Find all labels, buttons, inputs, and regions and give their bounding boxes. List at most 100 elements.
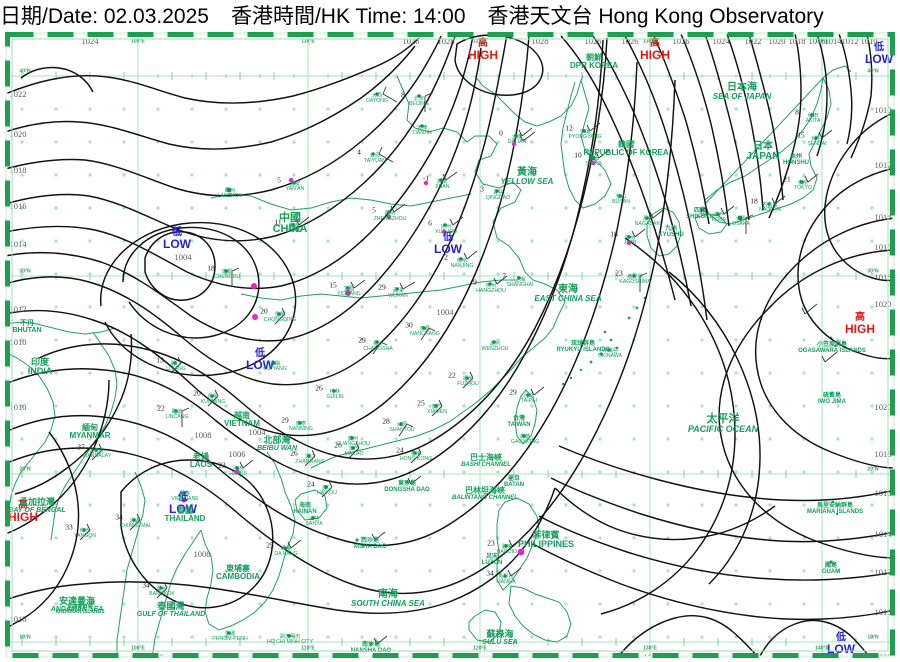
pressure-centre-low: 低 LOW <box>827 632 855 656</box>
pressure-centre-low: 低 LOW <box>169 492 197 516</box>
latitude-label: 30°N <box>19 268 31 275</box>
isobar-label: 1020 <box>874 401 892 412</box>
latitude-label: 10°N <box>867 634 879 641</box>
station-temperature: 10 <box>574 150 582 160</box>
station-temperature: 5 <box>372 205 376 215</box>
island-label: 小笠原群島 OGASAWARA ISLANDS <box>798 342 866 354</box>
city-label: 清邁 CHIANG MAI <box>119 517 151 529</box>
island-label: 東沙島 DONGSHA DAO <box>384 481 430 493</box>
station-temperature: 6 <box>428 218 432 228</box>
latitude-label: 40°N <box>19 68 31 75</box>
country-label: 緬甸 MYANMAR <box>69 423 111 440</box>
city-label: 鄭州 ZHENGZHOU <box>373 210 407 222</box>
city-label: 南寧 NANNING <box>289 420 313 432</box>
isobar-label: 1024 <box>81 35 99 46</box>
isobar-label: 1014 <box>874 211 892 222</box>
country-label: 菲律賓 PHILIPPINES <box>517 530 575 549</box>
city-label: 大連 DALIAN <box>507 133 527 145</box>
station-temperature: 22 <box>157 403 165 413</box>
station-temperature: 20 <box>260 306 268 316</box>
city-label: 臨滄 LINCANG <box>165 408 189 420</box>
station-temperature: 15 <box>797 130 805 140</box>
isobar-label: 1026 <box>402 35 420 46</box>
longitude-label: 120°E <box>473 645 487 652</box>
isobar-label: 1022 <box>9 88 27 99</box>
country-label: 韓國 REPUBLIC OF KOREA <box>583 140 669 157</box>
isobar-label: 1008 <box>193 548 211 559</box>
station-temperature: 23 <box>487 538 495 548</box>
country-label: 東埔寨 CAMBODIA <box>216 564 260 581</box>
latitude-label: 30°N <box>867 268 879 275</box>
station-temperature: 37 <box>77 442 85 452</box>
city-label: 西安 XI'AN <box>287 222 301 234</box>
longitude-label: 110°E <box>301 38 315 45</box>
isobar-label: 1016 <box>9 200 27 211</box>
island-label: 九州 KYUSHU <box>658 226 684 238</box>
country-label: 朝鮮 DPR KOREA <box>569 53 619 70</box>
city-label: 神戶 KOBE <box>711 211 727 223</box>
isobar-label: 1016 <box>874 487 892 498</box>
date-label: 日期/Date: 02.03.2025 <box>0 5 209 28</box>
isobar-label: 1016 <box>808 35 826 46</box>
station-temperature: 29 <box>358 335 366 345</box>
station-temperature: 29 <box>378 282 386 292</box>
city-label: 溫州 WENZHOU <box>481 340 509 352</box>
station-temperature: 3 <box>480 184 484 194</box>
city-label: 萬象 VIENTIANE <box>171 490 199 502</box>
city-label: 釜山 BUSAN <box>612 193 630 205</box>
city-label: 蘭州 LANZHOU <box>217 187 243 199</box>
city-label: 曼德勒 MANDALAY <box>82 447 112 459</box>
surface-pressure-map[interactable]: 高 HIGH 高 HIGH 高 HIGH 高 HIGH 低 LOW 低 LOW 低 LOW 低 LOW 低 LOW… <box>5 32 895 658</box>
isobar-label: 1004 <box>248 426 266 437</box>
station-temperature: -1 <box>422 173 430 183</box>
isobar-label: 1028 <box>437 35 455 46</box>
isobar-label: 1016 <box>874 241 892 252</box>
station-temperature: 26 <box>290 448 298 458</box>
sea-label: 蘇祿海 SULU SEA <box>482 629 518 647</box>
city-label: 金邊 PHNOM-PENH <box>212 630 248 642</box>
station-temperature: 34 <box>115 512 123 522</box>
isobar-label: 1018 <box>788 35 806 46</box>
city-label: 三亞 SANYA <box>305 515 323 527</box>
island-label: 馬里安納群島 MARIANA ISLANDS <box>806 503 864 515</box>
isobar-label: 1014 <box>874 528 892 539</box>
isobar-label: 1008 <box>874 651 892 658</box>
station-temperature: 0 <box>499 128 503 138</box>
city-label: 仰光 YANGON <box>73 527 97 539</box>
city-label: 馬尼拉 MANILA <box>496 573 516 585</box>
isobar-label: 1012 <box>9 303 27 314</box>
station-temperature: 34 <box>142 580 150 590</box>
isobar-label: 1008 <box>643 651 661 658</box>
island-label: 南沙島 NANSHA DAO <box>350 642 392 654</box>
country-label: 日本 JAPAN <box>746 141 780 162</box>
city-label: 首爾 SEOUL <box>585 155 603 167</box>
country-label: 中國 CHINA <box>272 212 308 235</box>
latitude-label: 20°N <box>867 466 879 473</box>
latitude-label: 40°N <box>867 68 879 75</box>
station-temperature: 13 <box>156 355 164 365</box>
sea-label: 日本海 SEA OF JAPAN <box>712 82 772 101</box>
isobar-label: 1014 <box>824 35 842 46</box>
sea-label: 安達曼海 ANDAMAN SEA <box>50 596 104 614</box>
station-temperature: 22 <box>448 370 456 380</box>
station-temperature: 5 <box>277 175 281 185</box>
city-label: 東京 TOKYO <box>793 179 813 191</box>
island-label: 硫黃島 IWO JIMA <box>818 393 846 405</box>
sea-label: 南海 SOUTH CHINA SEA <box>351 589 425 608</box>
sea-label: 太平洋 PACIFIC OCEAN <box>687 413 759 434</box>
city-label: 青島 QINGDAO <box>485 189 511 201</box>
pressure-centre-high: 高 HIGH <box>640 38 670 62</box>
isobar-label: 1020 <box>874 298 892 309</box>
station-temperature: 18 <box>750 196 758 206</box>
island-label: 四國 SHIKOKU <box>686 208 714 220</box>
longitude-label: 120°E <box>473 38 487 45</box>
island-label: 台灣 TAIWAN <box>507 416 531 428</box>
city-label: 長崎 NAGASAKI <box>634 215 662 227</box>
city-label: 大同 DATONG <box>366 92 388 104</box>
station-temperature: 7 <box>502 271 506 281</box>
island-label: 西沙島 XISHA DAO <box>353 538 387 550</box>
organisation-label: 香港天文台 Hong Kong Observatory <box>487 5 824 28</box>
pressure-centre-high: 高 HIGH <box>845 312 875 336</box>
latitude-label: 10°N <box>19 634 31 641</box>
longitude-label: 140°E <box>815 645 829 652</box>
